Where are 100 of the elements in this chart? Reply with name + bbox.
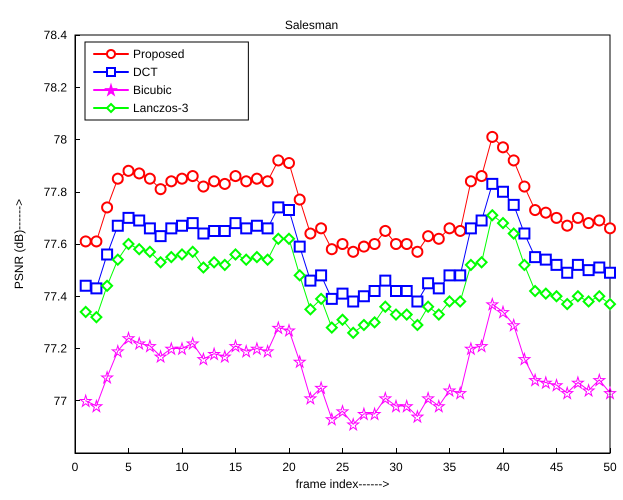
point <box>432 282 445 294</box>
point <box>358 318 370 331</box>
point <box>326 322 338 334</box>
point <box>326 243 338 256</box>
point <box>250 220 263 232</box>
point <box>176 172 188 185</box>
point <box>411 246 424 258</box>
point <box>176 220 188 232</box>
point <box>444 269 456 282</box>
point <box>497 306 509 318</box>
point <box>518 228 530 240</box>
point <box>572 376 584 388</box>
point <box>272 322 284 334</box>
point <box>336 405 348 418</box>
point <box>454 269 466 282</box>
point <box>165 342 178 354</box>
point <box>347 295 360 308</box>
point <box>283 204 295 216</box>
point <box>186 170 199 182</box>
point <box>390 285 402 298</box>
point <box>197 228 210 240</box>
point <box>154 256 167 268</box>
point <box>315 269 328 282</box>
point <box>593 290 606 302</box>
point <box>518 258 530 271</box>
point <box>208 224 220 237</box>
point <box>464 222 477 234</box>
point <box>208 256 220 268</box>
point <box>529 251 542 264</box>
point <box>165 251 178 264</box>
point <box>112 220 124 232</box>
legend-label: Proposed <box>133 47 184 61</box>
point <box>304 303 316 316</box>
point <box>294 240 306 253</box>
point <box>154 183 167 196</box>
point <box>464 342 477 354</box>
point <box>454 295 466 308</box>
y-tick-label: 78.4 <box>44 28 68 42</box>
point <box>529 204 542 216</box>
point <box>593 262 606 274</box>
point <box>508 318 520 331</box>
point <box>80 235 92 248</box>
y-tick-label: 77.6 <box>44 237 68 251</box>
point <box>550 290 562 302</box>
point <box>411 410 424 422</box>
point <box>432 232 445 245</box>
point <box>262 175 274 188</box>
point <box>486 130 498 143</box>
point <box>411 295 424 308</box>
point <box>326 292 338 305</box>
point <box>80 280 92 292</box>
point <box>250 342 263 354</box>
x-axis-title: frame index------> <box>296 477 390 491</box>
point <box>604 298 616 310</box>
point <box>230 170 242 182</box>
point <box>550 258 562 271</box>
point <box>90 311 102 324</box>
point <box>529 374 542 386</box>
point <box>368 285 381 298</box>
point <box>240 254 252 266</box>
point <box>336 238 348 250</box>
point <box>133 167 146 180</box>
y-tick-label: 77 <box>54 394 68 408</box>
point <box>561 220 574 232</box>
point <box>604 386 616 399</box>
point <box>422 230 434 242</box>
x-tick-label: 0 <box>72 460 79 474</box>
point <box>422 277 434 290</box>
point <box>240 345 252 358</box>
x-tick-label: 15 <box>228 460 242 474</box>
point <box>476 214 488 226</box>
point <box>230 217 242 230</box>
x-tick-label: 40 <box>496 460 510 474</box>
point <box>262 254 274 266</box>
point <box>582 217 595 230</box>
point <box>529 285 542 298</box>
point <box>186 217 199 230</box>
point <box>347 246 360 258</box>
point <box>497 186 509 198</box>
point <box>464 258 477 271</box>
point <box>197 180 210 193</box>
point <box>80 394 92 407</box>
point <box>540 288 552 300</box>
point <box>347 418 360 430</box>
point <box>326 413 338 426</box>
point <box>133 214 146 226</box>
point <box>197 352 210 365</box>
point <box>358 408 370 420</box>
point <box>400 308 413 321</box>
point <box>283 232 295 245</box>
y-tick-label: 77.8 <box>44 184 68 199</box>
point <box>582 264 595 276</box>
point <box>454 224 466 237</box>
point <box>411 318 424 331</box>
point <box>294 194 306 206</box>
point <box>304 274 316 287</box>
point <box>262 345 274 358</box>
point <box>561 386 574 399</box>
point <box>379 224 392 237</box>
point <box>154 350 167 362</box>
